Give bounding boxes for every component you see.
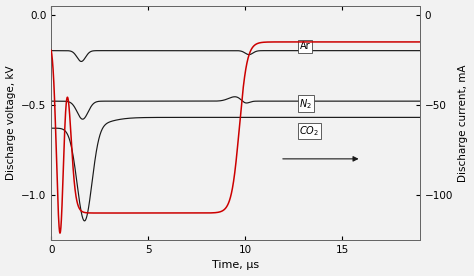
Y-axis label: Discharge voltage, kV: Discharge voltage, kV: [6, 65, 16, 180]
Text: $CO_2$: $CO_2$: [300, 124, 319, 138]
X-axis label: Time, μs: Time, μs: [212, 261, 259, 270]
Y-axis label: Discharge current, mA: Discharge current, mA: [458, 64, 468, 182]
Text: Ar: Ar: [300, 41, 310, 51]
Text: $N_2$: $N_2$: [300, 97, 312, 111]
